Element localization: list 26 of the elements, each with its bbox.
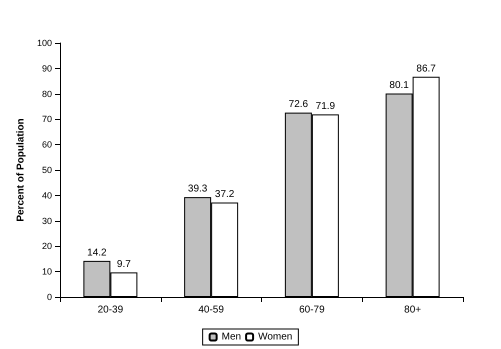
x-tick-label: 40-59 xyxy=(198,304,224,316)
y-tick-label: 50 xyxy=(42,165,52,175)
x-tick-label: 80+ xyxy=(404,304,422,316)
data-label: 80.1 xyxy=(389,80,410,92)
y-axis-title: Percent of Population xyxy=(16,118,26,222)
y-tick-label: 40 xyxy=(42,190,52,200)
y-tick-label: 20 xyxy=(42,241,52,252)
y-tick-label: 80 xyxy=(42,88,52,99)
legend-label: Women xyxy=(258,332,292,342)
y-tick-label: 90 xyxy=(42,63,52,74)
data-label: 39.3 xyxy=(188,184,208,195)
x-tick-label: 60-79 xyxy=(299,304,326,316)
data-label: 86.7 xyxy=(416,63,436,74)
data-label: 9.7 xyxy=(116,258,132,270)
y-tick-label: 100 xyxy=(36,38,52,48)
y-tick-label: 10 xyxy=(42,266,52,277)
data-label: 37.2 xyxy=(214,189,235,200)
data-label: 71.9 xyxy=(316,100,336,112)
y-tick-label: 0 xyxy=(46,292,52,302)
y-tick-label: 30 xyxy=(42,216,52,226)
data-label: 14.2 xyxy=(87,247,108,258)
y-tick-label: 60 xyxy=(42,140,52,150)
y-tick-label: 70 xyxy=(42,114,52,124)
legend-label: Men xyxy=(222,332,242,342)
data-label: 72.6 xyxy=(288,99,309,110)
x-tick-label: 20-39 xyxy=(98,304,124,316)
